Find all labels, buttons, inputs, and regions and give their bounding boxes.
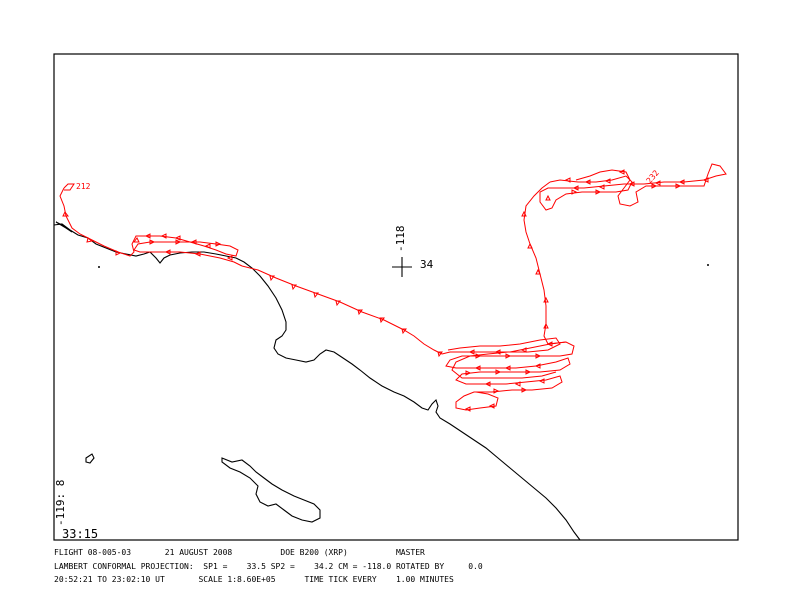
time-tick — [215, 241, 222, 247]
time-tick — [604, 178, 611, 184]
time-tick — [164, 249, 171, 255]
footer-projection-info: LAMBERT CONFORMAL PROJECTION: SP1 = 33.5… — [54, 562, 483, 571]
time-tick — [598, 184, 605, 190]
island-small — [85, 453, 95, 464]
time-tick-markers — [62, 169, 709, 412]
time-tick — [527, 242, 533, 249]
coastline-small-inlet — [55, 221, 73, 233]
flight-track-north-leg — [523, 181, 567, 345]
track-start-label: 212 — [76, 182, 91, 191]
time-tick — [86, 237, 94, 243]
time-tick — [520, 347, 527, 353]
center-lon-label: -118 — [394, 226, 407, 253]
time-tick — [534, 363, 541, 369]
time-tick — [194, 251, 201, 257]
time-tick — [584, 179, 591, 185]
time-tick — [495, 369, 502, 375]
time-tick — [564, 177, 571, 183]
flight-track — [59, 163, 727, 411]
time-tick — [595, 189, 602, 195]
time-tick — [504, 365, 511, 371]
time-tick — [144, 233, 151, 239]
time-tick — [535, 268, 541, 275]
time-tick — [494, 349, 501, 355]
time-tick — [543, 296, 549, 303]
time-tick — [571, 189, 578, 195]
time-tick — [475, 353, 482, 359]
time-tick — [545, 194, 551, 201]
center-cross-marker — [392, 257, 412, 277]
flight-track-west — [59, 187, 243, 267]
time-tick — [546, 341, 553, 347]
time-tick — [618, 169, 625, 175]
time-tick — [133, 237, 140, 243]
flight-track-west-start — [63, 183, 75, 191]
flight-track-south-pattern-2 — [447, 337, 561, 379]
footer-flight-info: FLIGHT 08-005-03 21 AUGUST 2008 DOE B200… — [54, 548, 425, 557]
time-tick — [628, 181, 635, 187]
time-tick — [465, 370, 472, 376]
time-tick — [379, 317, 385, 324]
time-tick — [493, 388, 500, 394]
time-tick — [226, 255, 233, 261]
time-tick — [468, 349, 475, 355]
center-lat-label: 34 — [420, 258, 434, 271]
time-tick — [654, 180, 661, 186]
time-tick — [505, 353, 512, 359]
time-tick — [488, 403, 495, 409]
time-tick — [313, 292, 319, 299]
time-tick — [190, 239, 197, 245]
flight-track-transit — [241, 265, 443, 355]
island-catalina — [221, 457, 321, 523]
time-tick — [62, 211, 69, 217]
time-tick — [521, 210, 527, 217]
time-tick — [678, 179, 685, 185]
time-tick — [464, 406, 471, 412]
time-tick — [160, 233, 167, 239]
time-tick — [357, 309, 363, 316]
time-tick — [651, 183, 658, 189]
flight-track-south-pattern — [441, 341, 575, 411]
time-tick — [702, 177, 709, 183]
corner-lat-label: 33:15 — [62, 527, 98, 541]
time-tick — [437, 351, 443, 358]
time-tick — [174, 235, 181, 241]
time-tick — [514, 381, 521, 387]
time-tick — [484, 381, 491, 387]
time-tick — [538, 378, 545, 384]
time-tick — [175, 239, 182, 245]
coastline-mainland — [53, 223, 581, 541]
time-tick — [535, 353, 542, 359]
footer-time-info: 20:52:21 TO 23:02:10 UT SCALE 1:8.60E+05… — [54, 575, 454, 584]
time-tick — [291, 284, 297, 291]
map-dot-right — [707, 264, 709, 266]
map-dot-left — [98, 266, 100, 268]
time-tick — [572, 185, 579, 191]
time-tick — [115, 250, 122, 256]
time-tick — [204, 243, 211, 249]
time-tick — [521, 387, 528, 393]
map-frame — [53, 53, 739, 541]
time-tick — [474, 365, 481, 371]
flight-track-north-pattern — [539, 163, 727, 211]
corner-lon-label: -119: 8 — [54, 480, 67, 526]
time-tick — [543, 322, 549, 329]
time-tick — [525, 369, 532, 375]
time-tick — [675, 183, 682, 189]
time-tick — [401, 328, 407, 335]
time-tick — [149, 239, 156, 245]
time-tick — [269, 275, 275, 282]
time-tick — [335, 300, 341, 307]
